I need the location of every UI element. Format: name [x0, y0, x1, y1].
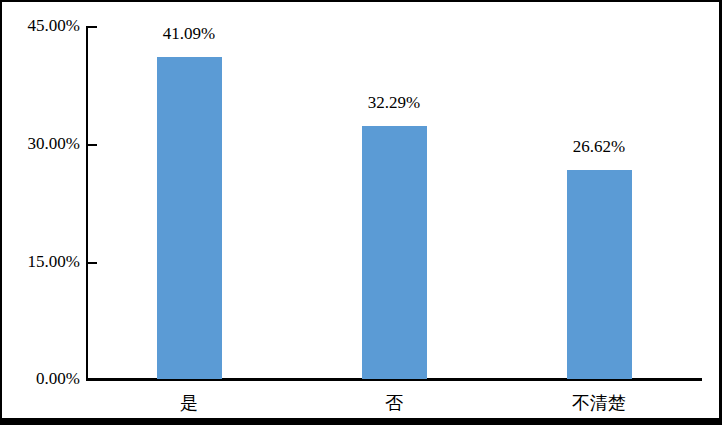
x-axis-category-label: 不清楚 — [519, 392, 679, 414]
x-axis-category-label: 是 — [109, 392, 269, 414]
x-axis-category-label: 否 — [314, 392, 474, 414]
bar-value-label: 41.09% — [119, 24, 259, 44]
y-axis-tick-label-0: 0.00% — [6, 369, 80, 389]
bar-value-label: 26.62% — [529, 137, 669, 157]
y-axis-tick-label-45: 45.00% — [6, 16, 80, 36]
bar — [567, 170, 632, 379]
y-axis-tick-label-15: 15.00% — [6, 252, 80, 272]
y-axis-tick-mark — [88, 144, 97, 146]
chart-canvas: 45.00% 30.00% 15.00% 0.00% 41.09% 是 32.2… — [0, 0, 722, 427]
bar — [157, 57, 222, 379]
y-axis-tick-mark — [88, 26, 97, 28]
y-axis-tick-mark — [88, 262, 97, 264]
y-axis-line — [86, 26, 88, 380]
chart-border-frame: 45.00% 30.00% 15.00% 0.00% 41.09% 是 32.2… — [0, 0, 722, 425]
bar — [362, 126, 427, 379]
bar-value-label: 32.29% — [324, 93, 464, 113]
y-axis-tick-label-30: 30.00% — [6, 134, 80, 154]
